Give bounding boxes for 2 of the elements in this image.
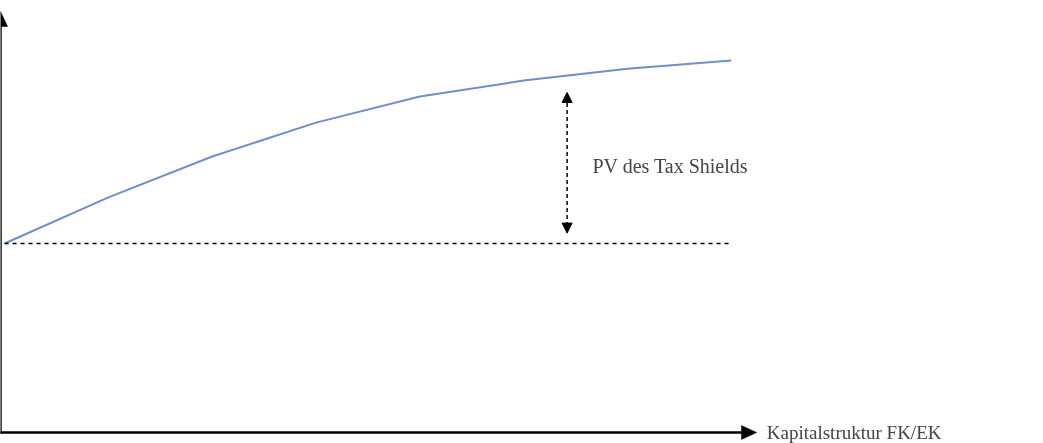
annotation: PV des Tax Shields (592, 154, 748, 177)
x-axis-title: Kapitalstruktur FK/EK (766, 422, 942, 443)
